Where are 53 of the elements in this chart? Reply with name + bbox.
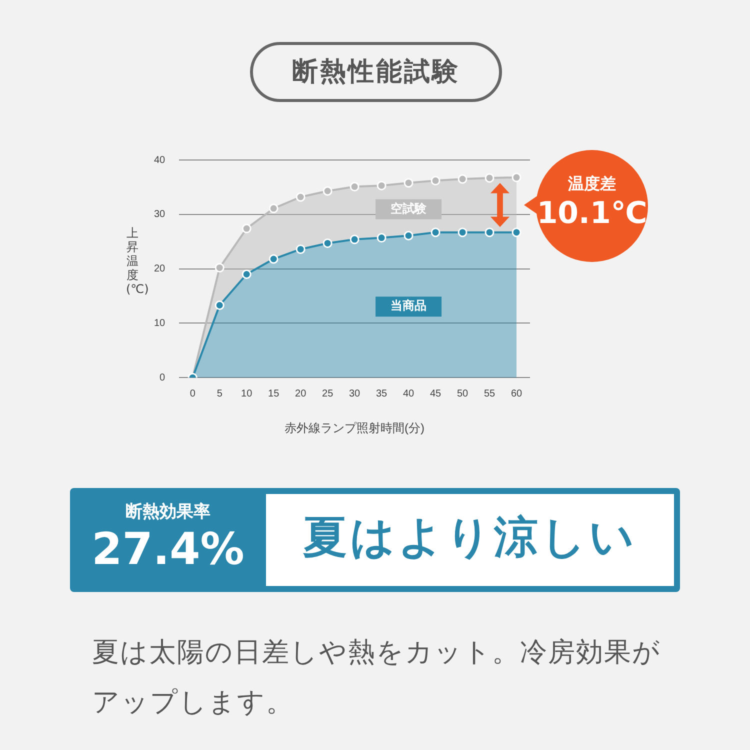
x-tick-label: 15 [268,388,280,400]
point [350,182,360,192]
x-tick-label: 50 [456,388,469,400]
y-tick-label: 30 [154,209,166,220]
point [268,254,278,264]
x-tick-label: 35 [376,388,388,400]
text: 27.4% [90,524,246,575]
point [214,262,224,272]
text: 10.1℃ [536,196,648,231]
point [322,238,332,248]
text: 夏は太陽の日差しや熱をカット。冷房効果がアップします。 [92,636,662,720]
point [484,173,494,183]
x-tick-label: 25 [322,388,334,400]
chart-title: 断熱性能試験 [250,42,502,102]
point [214,300,224,310]
point [512,172,522,182]
x-tick-label: 10 [241,388,253,400]
point [404,230,414,240]
x-tick-label: 30 [349,388,361,400]
x-tick-label: 20 [295,388,307,400]
x-tick-label: 60 [510,388,523,400]
y-tick-label: 20 [154,264,166,275]
x-axis-title: 赤外線ランプ照射時間(分) [284,421,425,436]
point [322,186,332,196]
y-tick-label: 0 [160,372,166,384]
point [458,174,468,184]
point [242,269,252,279]
point [430,228,440,238]
series-label: 空試験 [390,201,428,216]
point [242,224,252,234]
y-tick-label: 40 [154,154,166,166]
series-label: 当商品 [390,298,427,313]
text: 断熱効果率 [124,501,212,523]
x-tick-label: 40 [402,388,415,400]
x-tick-label: 45 [430,388,442,400]
x-tick-label: 0 [190,388,196,400]
point [430,176,440,186]
text: 夏はより涼しい [302,511,638,565]
x-tick-label: 5 [216,388,223,400]
point [296,244,306,254]
point [512,228,522,238]
point [484,228,494,238]
y-tick-label: 10 [154,318,166,329]
text: 温度差 [567,174,617,195]
point [376,233,386,243]
point [350,234,360,244]
point [296,192,306,202]
y-axis-title: 上昇温度(℃) [126,226,149,296]
point [404,178,414,188]
point [268,204,278,214]
x-tick-label: 55 [484,388,496,400]
point [458,228,468,238]
point [376,180,386,190]
